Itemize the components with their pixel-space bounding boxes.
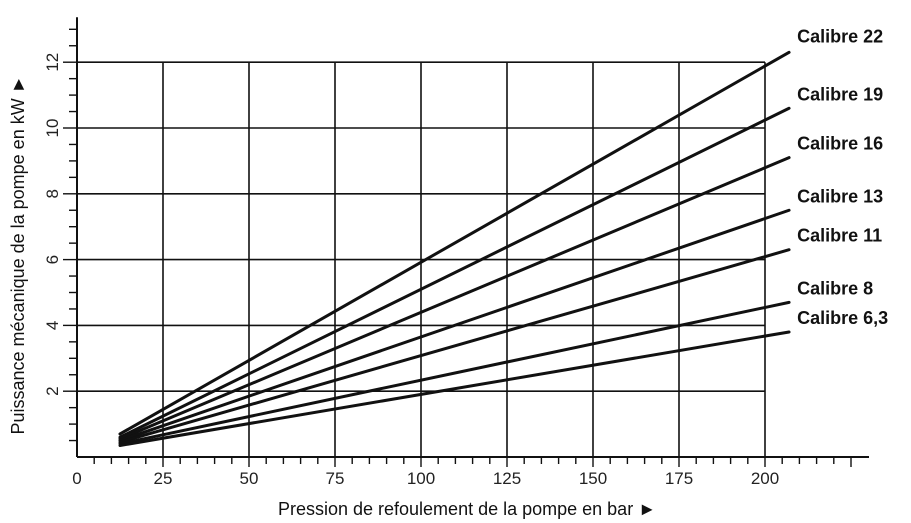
series-line-3: [118, 156, 791, 441]
series-line-6: [118, 300, 791, 446]
series-label-1: Calibre 22: [797, 26, 883, 46]
series-line-1: [118, 50, 791, 436]
x-tick-label-50: 50: [240, 469, 259, 488]
x-tick-labels: 0 25 50 75 100 125 150 175 200: [72, 469, 779, 488]
y-tick-label-8: 8: [43, 189, 62, 198]
x-tick-label-125: 125: [493, 469, 521, 488]
series-label-5: Calibre 11: [797, 226, 882, 246]
series-label-6: Calibre 8: [797, 278, 873, 298]
y-tick-label-4: 4: [43, 321, 62, 330]
series-line-7: [118, 330, 791, 447]
series-label-2: Calibre 19: [797, 84, 883, 104]
series-line-5: [118, 248, 791, 444]
x-tick-label-0: 0: [72, 469, 81, 488]
x-tick-label-200: 200: [751, 469, 779, 488]
x-tick-label-75: 75: [326, 469, 345, 488]
y-tick-label-10: 10: [43, 119, 62, 138]
series-label-7: Calibre 6,3: [797, 308, 888, 328]
series-line-2: [118, 106, 791, 439]
x-axis-title: Pression de refoulement de la pompe en b…: [278, 499, 656, 519]
grid: [77, 61, 766, 457]
y-tick-label-12: 12: [43, 53, 62, 72]
ticks: [63, 28, 852, 467]
y-tick-labels: 2 4 6 8 10 12: [43, 53, 62, 396]
x-tick-label-100: 100: [407, 469, 435, 488]
series-line-4: [118, 208, 791, 443]
series-labels: Calibre 22 Calibre 19 Calibre 16 Calibre 13…: [797, 26, 888, 328]
series-lines: [118, 50, 791, 447]
y-axis-title: Puissance mécanique de la pompe en kW ►: [8, 75, 28, 434]
y-tick-label-6: 6: [43, 255, 62, 264]
x-tick-label-150: 150: [579, 469, 607, 488]
x-tick-label-25: 25: [154, 469, 173, 488]
series-label-3: Calibre 16: [797, 134, 883, 154]
series-label-4: Calibre 13: [797, 186, 883, 206]
y-tick-label-2: 2: [43, 386, 62, 395]
x-tick-label-175: 175: [665, 469, 693, 488]
